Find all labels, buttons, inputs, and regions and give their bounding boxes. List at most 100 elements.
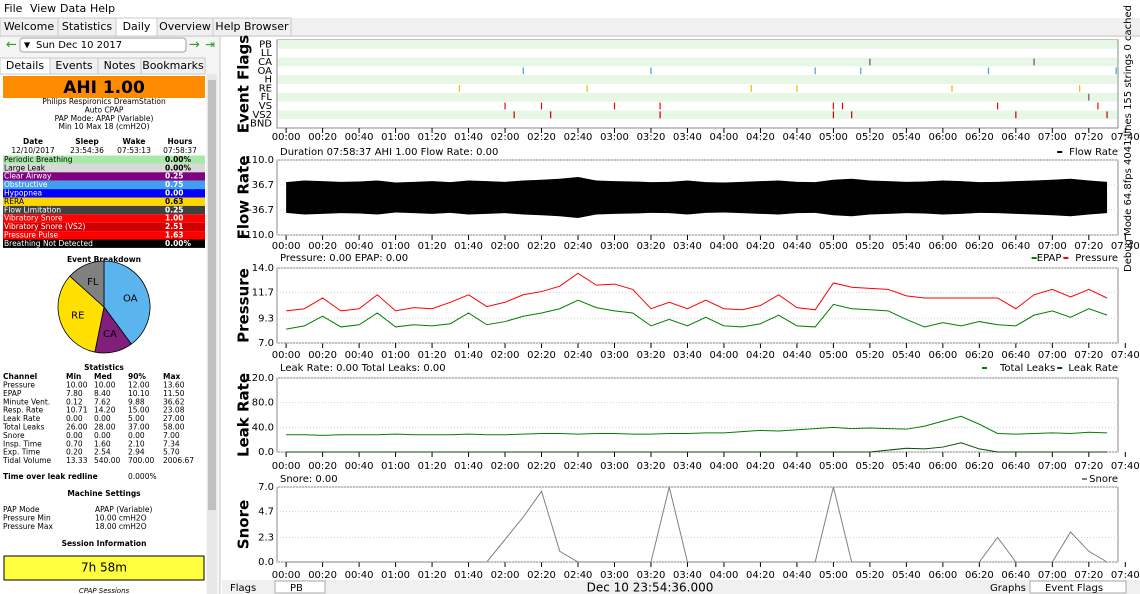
- x-tick-label: 02:40: [564, 570, 593, 581]
- stats-cell: 14.20: [94, 406, 116, 415]
- subtab-label[interactable]: Details: [6, 59, 44, 72]
- tab-label[interactable]: Overview: [159, 20, 211, 33]
- prev-day[interactable]: ←: [6, 38, 17, 53]
- settings-cell: Pressure Max: [3, 522, 53, 531]
- plot-area: [276, 486, 1119, 563]
- scrollbar-thumb[interactable]: [208, 80, 216, 510]
- menu-item[interactable]: Data: [60, 2, 86, 15]
- x-tick-label: 05:40: [892, 350, 921, 361]
- graph-combo[interactable]: [1029, 580, 1127, 594]
- x-tick-label: 06:20: [965, 350, 994, 361]
- graph-title: Leak Rate: [235, 373, 253, 457]
- graph-title: Pressure: [235, 268, 253, 343]
- x-tick-label: 05:00: [819, 350, 848, 361]
- stats-cell: Total Leaks: [2, 423, 45, 432]
- tab[interactable]: [212, 17, 292, 37]
- stats-cell: 0.20: [66, 448, 83, 457]
- legend-entry: Snore: [1089, 474, 1118, 485]
- graph-header: Pressure: 0.00 EPAP: 0.00: [280, 253, 408, 264]
- tab-label[interactable]: Welcome: [4, 20, 55, 33]
- stats-cell: 5.00: [128, 414, 145, 423]
- x-tick-label: 02:20: [527, 461, 556, 472]
- tab-label[interactable]: Help Browser: [215, 20, 289, 33]
- y-tick-label: -36.7: [248, 205, 274, 216]
- x-tick-label: 01:20: [418, 241, 447, 252]
- menu-item[interactable]: Help: [90, 2, 115, 15]
- series-line: [286, 299, 1108, 330]
- stats-cell: 0.12: [66, 397, 83, 406]
- menu-item[interactable]: File: [4, 2, 23, 15]
- x-tick-label: 00:40: [345, 570, 374, 581]
- subtab-label[interactable]: Bookmarks: [142, 59, 204, 72]
- x-tick-label: 05:40: [892, 570, 921, 581]
- next-day[interactable]: →: [189, 38, 200, 53]
- stats-cell: Leak Rate: [3, 414, 41, 423]
- flag-row-band: [278, 57, 1117, 67]
- graphs-toggle[interactable]: Graphs: [990, 583, 1026, 594]
- x-tick-label: 01:00: [381, 570, 410, 581]
- flag-label: PB: [259, 39, 272, 50]
- y-tick-label: 0.0: [258, 557, 274, 568]
- x-tick-label: 00:00: [272, 241, 301, 252]
- session-cell: 23:54:36: [70, 146, 104, 155]
- flag-combo[interactable]: [274, 580, 326, 594]
- subtab-label[interactable]: Notes: [104, 59, 136, 72]
- flag-row-band: [278, 110, 1117, 120]
- tab-label[interactable]: Statistics: [62, 20, 113, 33]
- flags-toggle[interactable]: Flags: [230, 583, 256, 594]
- x-tick-label: 04:00: [710, 461, 739, 472]
- flag-label: VS: [259, 101, 272, 112]
- plot-area: [276, 267, 1119, 344]
- menu-item[interactable]: View: [30, 2, 56, 15]
- flag-label: CA: [258, 57, 272, 68]
- session-header: Wake: [123, 137, 146, 146]
- session-cell: 07:58:37: [163, 146, 197, 155]
- stats-cell: 15.00: [128, 406, 150, 415]
- stats-cell: Resp. Rate: [3, 406, 44, 415]
- y-tick-label: 2.3: [258, 532, 274, 543]
- index-name: RERA: [4, 197, 25, 206]
- debug-info: Debug Mode 64.8fps 4041 lines 155 string…: [1123, 5, 1134, 272]
- x-tick-label: 05:40: [892, 241, 921, 252]
- x-tick-label: 02:00: [491, 461, 520, 472]
- x-tick-label: 01:40: [454, 570, 483, 581]
- y-tick-label: 7.0: [258, 338, 274, 349]
- x-tick-label: 06:20: [965, 461, 994, 472]
- flag-choice[interactable]: PB: [290, 583, 303, 594]
- index-value: 0.63: [165, 197, 184, 206]
- stats-cell: Tidal Volume: [2, 456, 52, 465]
- stats-cell: 0.00: [128, 431, 145, 440]
- x-tick-label: 00:40: [345, 132, 374, 143]
- subtab[interactable]: [140, 57, 206, 75]
- stats-cell: 2006.67: [163, 456, 194, 465]
- date-picker[interactable]: [19, 37, 187, 53]
- x-tick-label: 04:20: [746, 570, 775, 581]
- stats-cell: 26.00: [66, 423, 88, 432]
- subtab-label[interactable]: Events: [55, 59, 93, 72]
- tab-label[interactable]: Daily: [123, 20, 151, 33]
- index-value: 0.00: [165, 189, 184, 198]
- pie-slice: [69, 260, 105, 308]
- x-tick-label: 02:20: [527, 241, 556, 252]
- leak-redline-label: Time over leak redline: [3, 472, 98, 481]
- index-row: [3, 189, 205, 198]
- stats-cell: Exp. Time: [3, 448, 40, 457]
- x-tick-label: 02:40: [564, 350, 593, 361]
- x-tick-label: 05:00: [819, 132, 848, 143]
- graph-choice[interactable]: Event Flags: [1045, 583, 1103, 594]
- x-tick-label: 03:40: [673, 241, 702, 252]
- index-name: Breathing Not Detected: [4, 239, 93, 248]
- stats-cell: 2.54: [94, 448, 111, 457]
- stats-cell: 2.10: [128, 439, 145, 448]
- pie-label: OA: [123, 293, 138, 304]
- index-name: Large Leak: [4, 163, 46, 172]
- date-text[interactable]: Sun Dec 10 2017: [36, 40, 122, 51]
- y-tick-label: 36.7: [252, 180, 274, 191]
- last-day[interactable]: ⇥: [205, 38, 215, 52]
- x-tick-label: 04:20: [746, 350, 775, 361]
- pie-label: FL: [87, 277, 99, 288]
- date-dropdown-arrow[interactable]: ▼: [24, 41, 31, 50]
- x-tick-label: 05:20: [855, 132, 884, 143]
- stats-cell: 28.00: [94, 423, 116, 432]
- flag-label: LL: [261, 48, 273, 59]
